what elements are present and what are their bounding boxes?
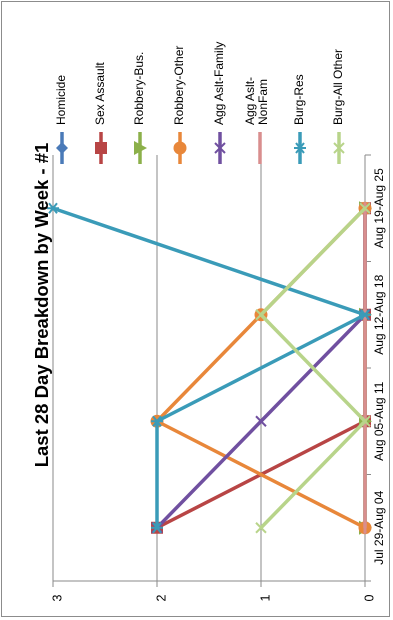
category-label: Aug 19-Aug 25 [372,168,386,248]
value-tick-label-group: 2 [154,594,168,601]
category-label-group: Aug 05-Aug 11 [372,381,386,460]
legend-item: Robbery-Bus. [132,52,147,164]
legend-swatch-marker [134,141,147,155]
value-tick-label: 1 [258,594,272,601]
legend-label-line: Burg-All Other [331,49,345,125]
data-point [255,415,267,427]
legend-item: Burg-All Other [331,49,345,164]
legend-item: Sex Assault [93,62,107,164]
data-point [255,309,267,321]
legend-label-line: Robbery-Other [172,46,186,125]
legend-label-group: Burg-Res [292,74,306,125]
legend-label-group: Homicide [54,75,68,125]
series-group [47,201,372,535]
legend-label-group: Agg Aslt-NonFam [243,77,270,125]
legend-swatch-marker [214,142,226,154]
legend-swatch-marker [95,142,107,154]
legend-label-line: NonFam [256,79,270,125]
legend-item: Homicide [54,75,68,164]
legend-label: Robbery-Bus. [132,52,146,125]
legend-swatch-marker [294,142,306,154]
data-point [359,309,371,321]
legend-label-group: Robbery-Bus. [132,52,146,125]
legend-label-line: Homicide [54,75,68,125]
series-line [52,206,367,528]
legend-swatch-marker [56,142,68,154]
series-burg-res [47,202,371,534]
value-tick-label: 3 [50,594,64,601]
data-point [151,415,163,427]
legend-label: Sex Assault [93,62,107,125]
legend-label: Burg-Res [292,74,306,125]
legend-label: Burg-All Other [331,49,345,125]
legend-label-line: Burg-Res [292,74,306,125]
data-point [359,415,371,427]
legend-label-group: Burg-All Other [331,49,345,125]
legend-label: Robbery-Other [172,46,186,125]
tick-labels: 0 1 2 3 Jul 29-Aug 04 Aug 05-Aug 11 Aug 12-Aug… [50,168,386,602]
value-tick-label-group: 1 [258,594,272,601]
chart-title: Last 28 Day Breakdown by Week - #1 [31,143,52,468]
legend-label: Agg Aslt-NonFam [243,77,270,125]
legend-label-line: Robbery-Bus. [132,52,146,125]
legend-label-group: Agg Aslt-Family [212,42,226,125]
category-label-group: Aug 12-Aug 18 [372,274,386,354]
legend-label-group: Robbery-Other [172,46,186,125]
legend-item: Agg Aslt-NonFam [243,77,270,164]
category-label: Aug 12-Aug 18 [372,274,386,354]
legend-label-group: Sex Assault [93,62,107,125]
series-burg-all-other [255,202,371,534]
category-label-group: Aug 19-Aug 25 [372,168,386,248]
legend-label-line: Agg Aslt-Family [212,42,226,125]
legend: Homicide Sex Assault Robbery-Bus. Robbery-O… [54,42,345,164]
category-label: Jul 29-Aug 04 [372,490,386,564]
legend-item: Burg-Res [292,74,306,164]
axes [52,154,371,587]
legend-label-line: Agg Aslt- [243,77,257,125]
legend-swatch-marker [333,142,345,154]
value-tick-label-group: 3 [50,594,64,601]
series-line [259,207,367,529]
category-label: Aug 05-Aug 11 [372,381,386,460]
value-tick-label-group: 0 [362,594,376,601]
legend-item: Robbery-Other [172,46,187,164]
legend-label-line: Sex Assault [93,62,107,125]
value-tick-label: 0 [362,594,376,601]
legend-swatch-marker [173,141,187,155]
data-point [47,202,59,214]
legend-item: Agg Aslt-Family [212,42,226,164]
value-tick-label: 2 [154,594,168,601]
data-point [359,202,371,214]
data-point [151,522,163,534]
data-point [255,522,267,534]
category-label-group: Jul 29-Aug 04 [372,490,386,564]
legend-label: Agg Aslt-Family [212,42,226,125]
legend-label: Homicide [54,75,68,125]
